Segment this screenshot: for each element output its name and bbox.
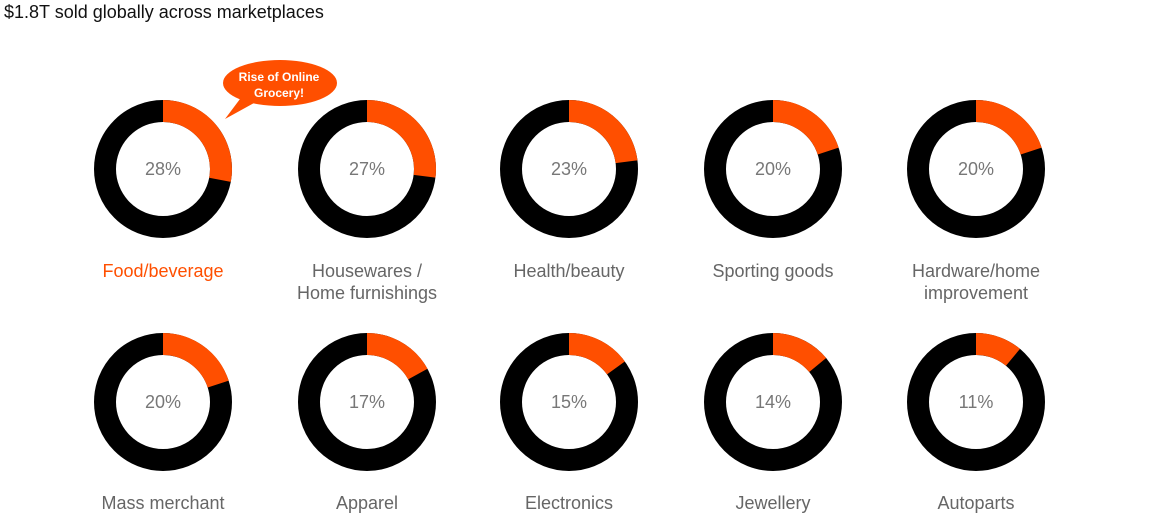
category-label-food-beverage: Food/beverage — [53, 260, 273, 282]
category-label-line-2: improvement — [923, 283, 1029, 303]
donut-apparel: 17% — [298, 333, 436, 471]
donut-slice-hardware-home-improvement — [975, 100, 1042, 155]
category-label-line-1: Electronics — [524, 493, 614, 513]
category-label-line-2: Home furnishings — [296, 283, 438, 303]
donut-housewares-home-furnishings: 27% — [298, 100, 436, 238]
category-label-autoparts: Autoparts — [866, 492, 1086, 514]
donut-value-hardware-home-improvement: 20% — [958, 159, 994, 179]
category-label-line-1: Hardware/home — [911, 261, 1041, 281]
category-label-line-1: Housewares / — [311, 261, 423, 281]
donut-slice-autoparts — [975, 333, 1020, 367]
callout-line-2: Grocery! — [253, 86, 305, 100]
donut-hardware-home-improvement: 20% — [907, 100, 1045, 238]
callout-bubble: Rise of Online Grocery! — [218, 59, 340, 123]
callout-line-1: Rise of Online — [238, 70, 320, 84]
category-label-housewares-home-furnishings: Housewares / Home furnishings — [257, 260, 477, 304]
category-label-apparel: Apparel — [257, 492, 477, 514]
category-label-line-1: Jewellery — [735, 493, 811, 513]
category-label-line-1: Food/beverage — [102, 261, 224, 281]
donut-value-mass-merchant: 20% — [145, 392, 181, 412]
category-label-line-1: Autoparts — [937, 493, 1015, 513]
category-label-line-1: Mass merchant — [101, 493, 225, 513]
donut-value-health-beauty: 23% — [551, 159, 587, 179]
donut-mass-merchant: 20% — [94, 333, 232, 471]
donut-electronics: 15% — [500, 333, 638, 471]
donut-slice-mass-merchant — [162, 333, 229, 388]
donut-value-food-beverage: 28% — [145, 159, 181, 179]
donut-slice-sporting-goods — [772, 100, 839, 155]
category-label-line-1: Sporting goods — [712, 261, 834, 281]
donut-value-apparel: 17% — [349, 392, 385, 412]
donut-food-beverage: 28% — [94, 100, 232, 238]
donut-slice-apparel — [366, 333, 428, 380]
donut-value-electronics: 15% — [551, 392, 587, 412]
category-label-line-1: Apparel — [335, 493, 399, 513]
donut-health-beauty: 23% — [500, 100, 638, 238]
donut-value-sporting-goods: 20% — [755, 159, 791, 179]
donut-value-housewares-home-furnishings: 27% — [349, 159, 385, 179]
category-label-hardware-home-improvement: Hardware/home improvement — [866, 260, 1086, 304]
donut-slice-jewellery — [772, 333, 827, 373]
chart-title: $1.8T sold globally across marketplaces — [4, 2, 324, 22]
category-label-mass-merchant: Mass merchant — [53, 492, 273, 514]
donut-slice-housewares-home-furnishings — [366, 100, 436, 178]
donut-slice-health-beauty — [568, 100, 638, 164]
donut-sporting-goods: 20% — [704, 100, 842, 238]
category-label-line-1: Health/beauty — [513, 261, 625, 281]
donut-autoparts: 11% — [907, 333, 1045, 471]
category-label-health-beauty: Health/beauty — [459, 260, 679, 282]
donut-slice-electronics — [568, 333, 625, 375]
donut-slice-food-beverage — [162, 100, 232, 182]
category-label-electronics: Electronics — [459, 492, 679, 514]
donut-jewellery: 14% — [704, 333, 842, 471]
category-label-sporting-goods: Sporting goods — [663, 260, 883, 282]
callout-text: Rise of Online Grocery! — [224, 69, 334, 101]
donut-value-jewellery: 14% — [755, 392, 791, 412]
donut-value-autoparts: 11% — [959, 392, 994, 412]
category-label-jewellery: Jewellery — [663, 492, 883, 514]
speech-bubble-icon — [223, 60, 337, 119]
